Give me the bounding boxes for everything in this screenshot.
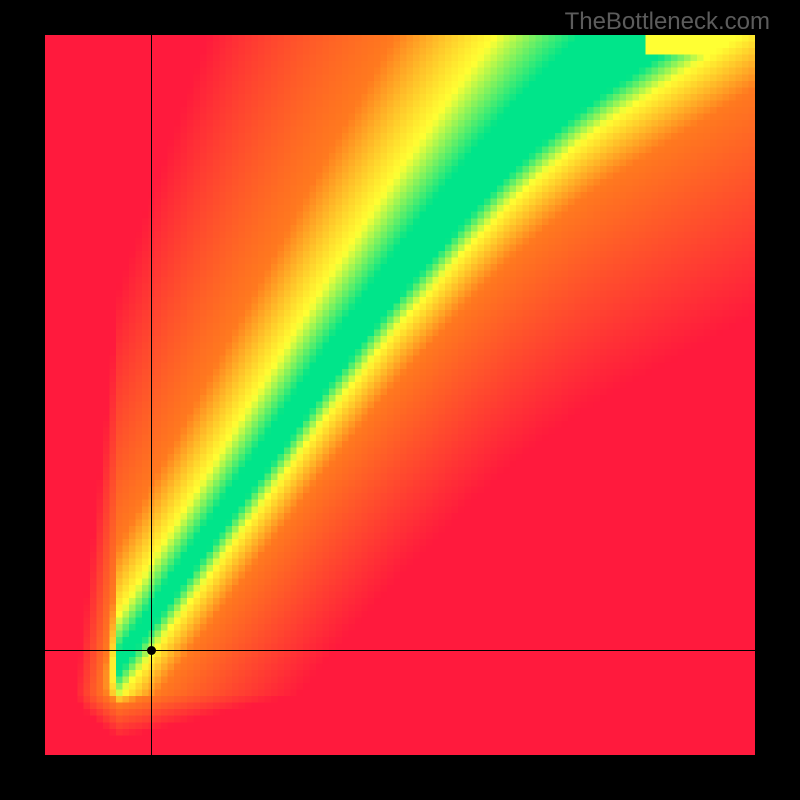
source-watermark: TheBottleneck.com <box>565 8 770 36</box>
